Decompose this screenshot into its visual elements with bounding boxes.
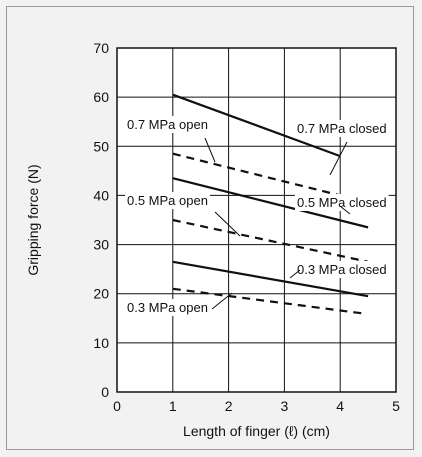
series-line	[172, 260, 369, 298]
series-label-background	[295, 194, 389, 211]
plot-border	[116, 47, 397, 393]
series-label: 0.3 MPa closed	[297, 262, 387, 277]
leader-line	[211, 292, 233, 310]
y-tick-label: 30	[93, 237, 109, 253]
series-annotations: 0.7 MPa closed 0.7 MPa open 0.5 MPa closed…	[125, 116, 389, 316]
series-line	[172, 93, 341, 158]
series-lines	[172, 93, 369, 315]
series-line	[172, 218, 369, 263]
series-label-background	[125, 192, 210, 209]
x-tick-label: 4	[336, 398, 344, 414]
x-tick-label: 2	[225, 398, 233, 414]
y-tick-label: 20	[93, 286, 109, 302]
y-tick-labels: 0 10 20 30 40 50 60 70	[93, 40, 109, 400]
y-tick-label: 50	[93, 138, 109, 154]
y-tick-label: 10	[93, 335, 109, 351]
grid-lines	[117, 48, 396, 392]
x-axis-label: Length of finger (ℓ) (cm)	[183, 423, 330, 439]
series-line	[172, 177, 369, 229]
x-tick-label: 5	[392, 398, 400, 414]
series-line	[172, 287, 363, 315]
series-label: 0.7 MPa open	[127, 117, 208, 132]
y-axis-label: Gripping force (N)	[25, 164, 41, 275]
series-label-background	[125, 116, 210, 133]
y-tick-label: 40	[93, 187, 109, 203]
leader-line	[339, 205, 351, 215]
series-label-background	[295, 120, 389, 137]
leader-line	[214, 211, 241, 237]
series-label: 0.5 MPa closed	[297, 195, 387, 210]
x-tick-label: 3	[281, 398, 289, 414]
y-tick-label: 70	[93, 40, 109, 56]
series-label: 0.7 MPa closed	[297, 121, 387, 136]
x-tick-label: 1	[169, 398, 177, 414]
y-tick-label: 60	[93, 89, 109, 105]
series-label: 0.3 MPa open	[127, 300, 208, 315]
leader-line	[289, 269, 301, 279]
plot-area	[117, 48, 396, 392]
series-line	[172, 152, 341, 197]
y-tick-label: 0	[101, 384, 109, 400]
series-label-background	[125, 299, 210, 316]
series-label-background	[295, 261, 389, 278]
leader-line	[329, 141, 348, 176]
x-tick-labels: 0 1 2 3 4 5	[113, 398, 400, 414]
x-tick-label: 0	[113, 398, 121, 414]
series-label: 0.5 MPa open	[127, 193, 208, 208]
leader-line	[204, 137, 216, 163]
